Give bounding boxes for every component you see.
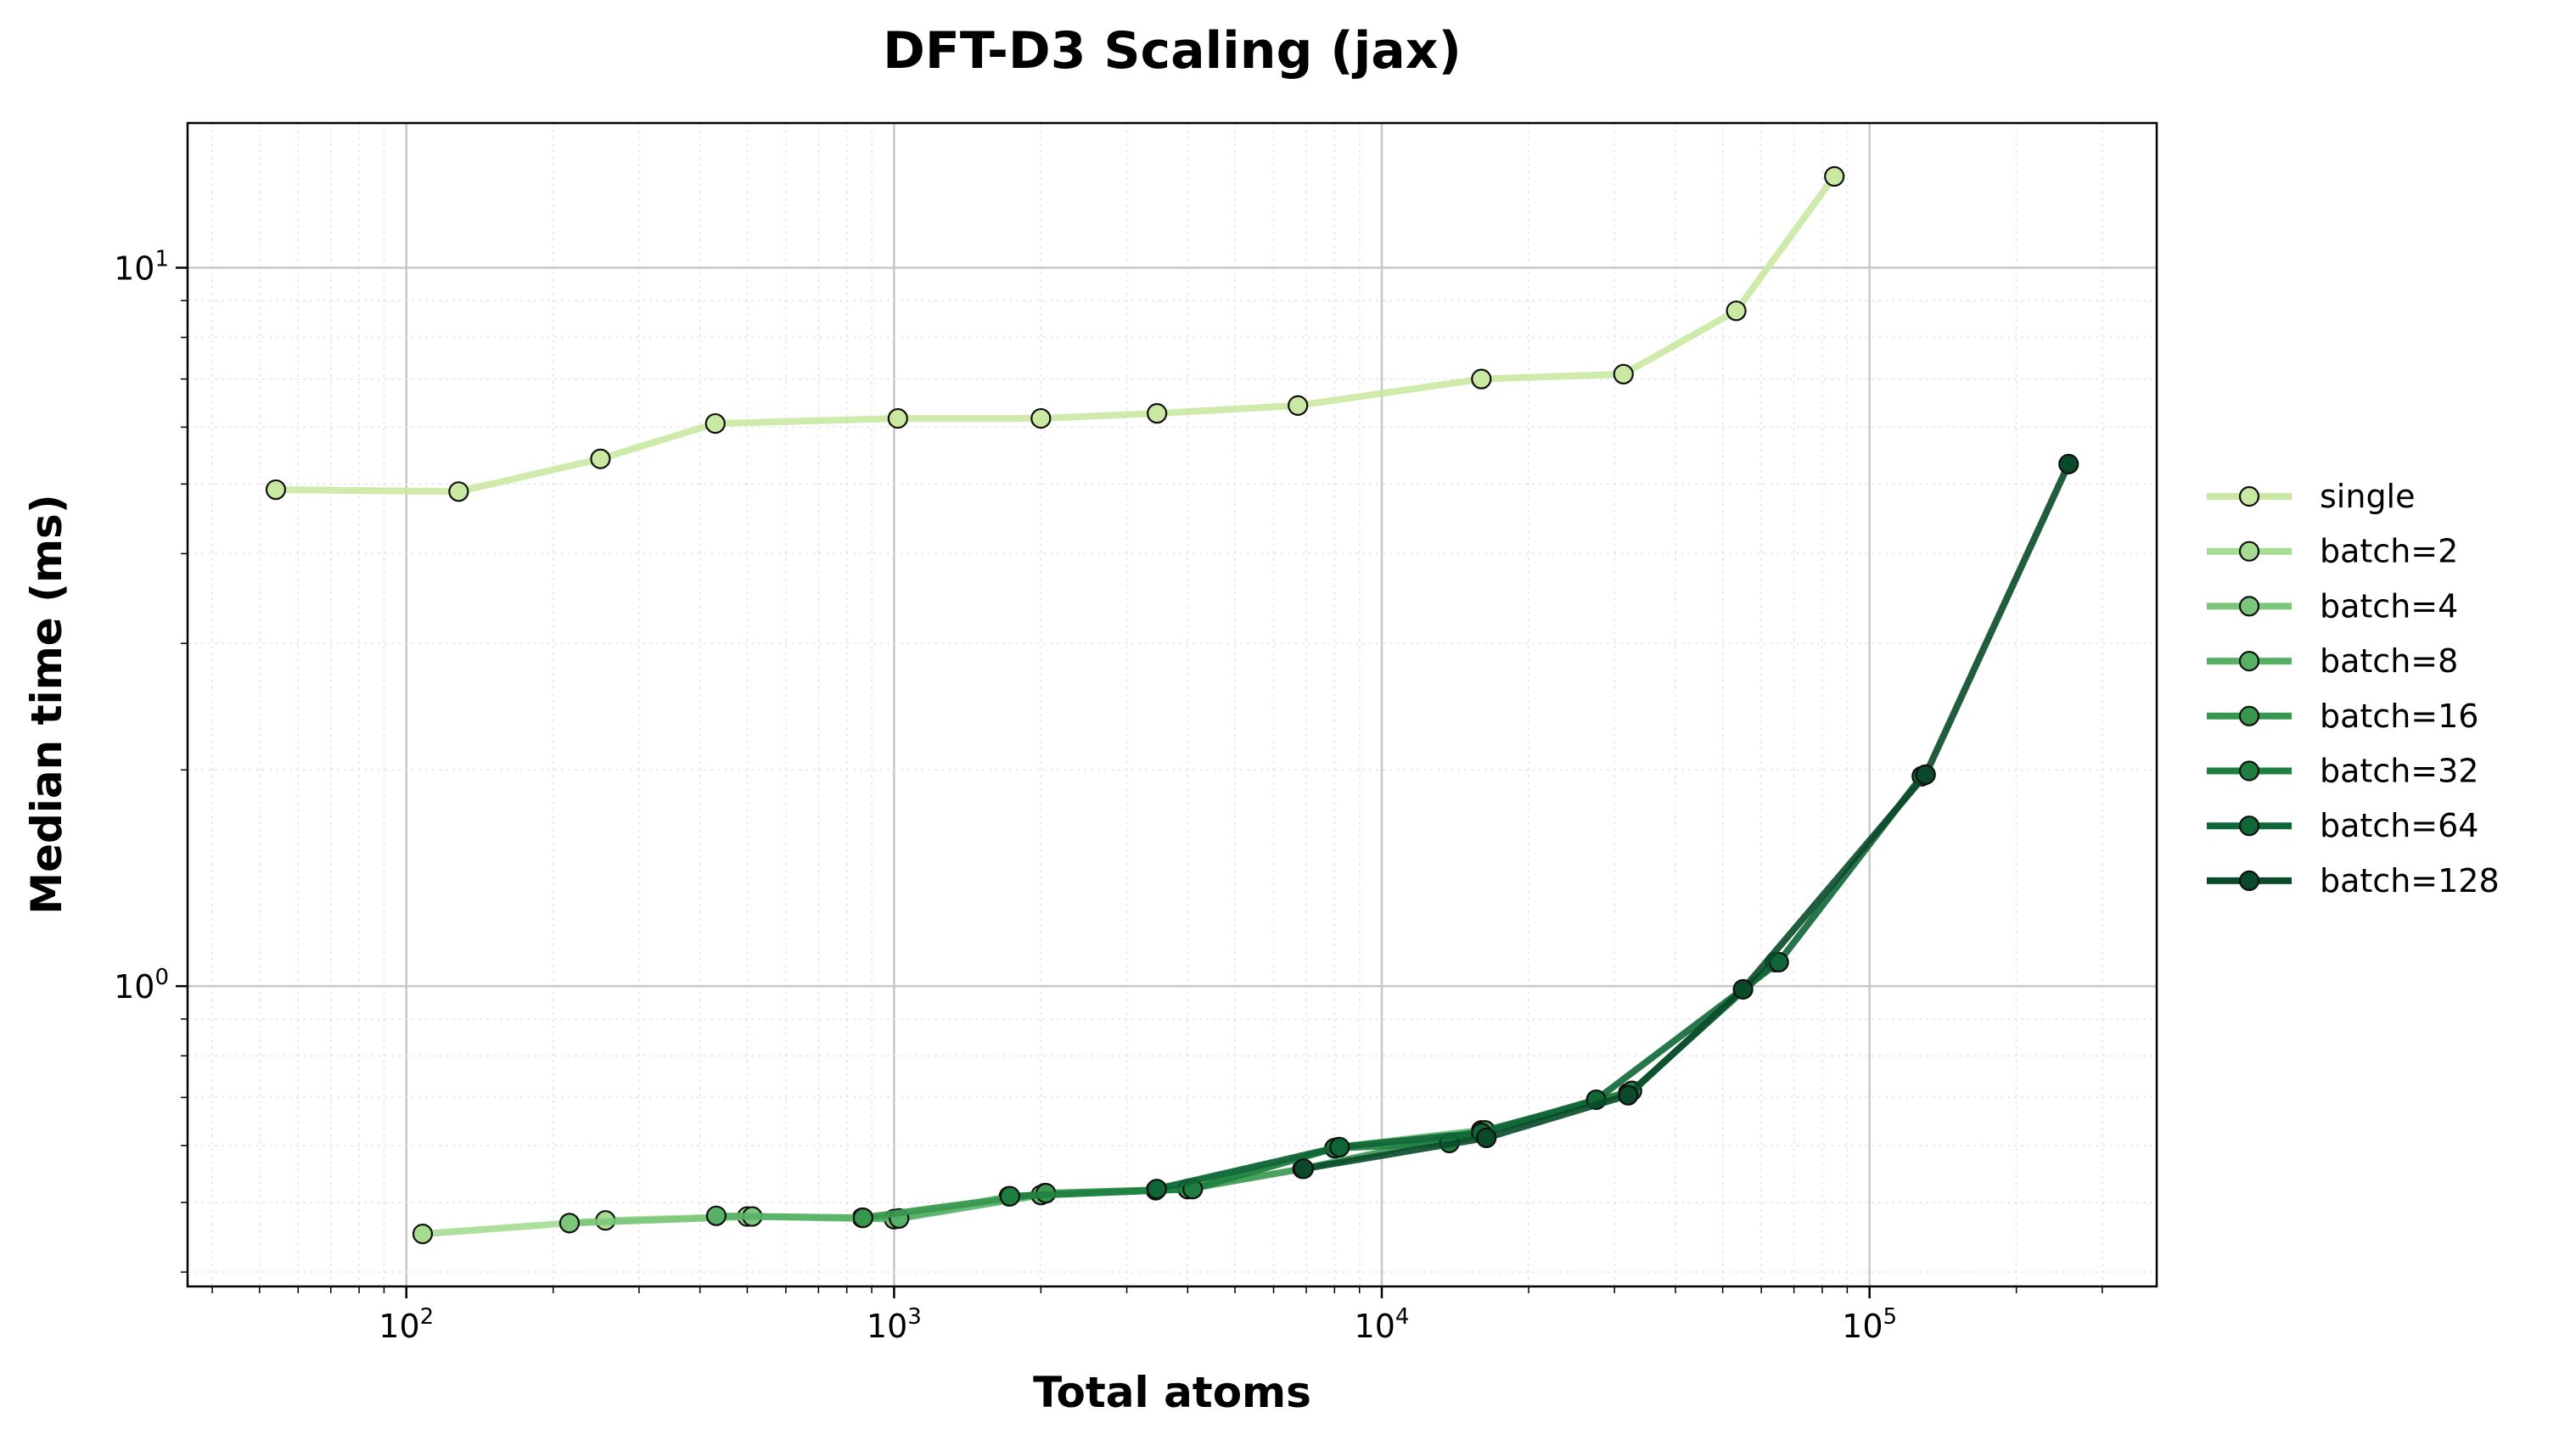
- data-point: [1824, 165, 1845, 187]
- data-point: [1471, 368, 1492, 389]
- data-point: [265, 479, 287, 501]
- data-point: [1146, 1179, 1167, 1200]
- y-tick-label: 100: [114, 965, 169, 1006]
- data-point: [887, 407, 908, 429]
- series-line: [862, 1090, 1630, 1222]
- data-point: [1030, 407, 1052, 429]
- legend: single batch=2 batch=4 batch=8 batch=16 batch…: [2207, 478, 2500, 899]
- ticks: 102 103 104 105 100 101: [114, 247, 2103, 1345]
- data-point: [1726, 300, 1747, 322]
- data-point: [852, 1208, 873, 1229]
- legend-label: batch=128: [2320, 862, 2500, 899]
- legend-label: batch=4: [2320, 587, 2458, 625]
- data-point: [1293, 1158, 1314, 1180]
- x-tick-label: 104: [1355, 1304, 1410, 1345]
- series-line: [1155, 774, 1925, 1193]
- legend-marker: [2238, 760, 2260, 782]
- legend-label: batch=16: [2320, 698, 2478, 735]
- legend-marker: [2238, 870, 2260, 892]
- legend-label: batch=32: [2320, 753, 2478, 790]
- data-point: [2058, 453, 2079, 474]
- legend-label: batch=2: [2320, 533, 2458, 570]
- data-point: [1613, 363, 1634, 385]
- data-point: [1618, 1084, 1639, 1106]
- legend-marker: [2238, 650, 2260, 672]
- legend-label: batch=8: [2320, 642, 2458, 680]
- data-point: [1915, 764, 1936, 785]
- series-batch-32: [999, 951, 1786, 1207]
- legend-label: batch=64: [2320, 807, 2478, 844]
- series-line: [1303, 462, 2072, 1173]
- y-axis-label: Median time (ms): [22, 494, 71, 914]
- data-point: [590, 448, 611, 469]
- data-point: [1288, 395, 1309, 416]
- data-point: [1329, 1136, 1350, 1157]
- series-line: [1009, 959, 1777, 1200]
- legend-label: single: [2320, 478, 2416, 515]
- legend-marker: [2238, 815, 2260, 837]
- x-tick-label: 105: [1842, 1304, 1897, 1345]
- x-tick-label: 102: [379, 1304, 434, 1345]
- x-axis-label: Total atoms: [1033, 1368, 1311, 1417]
- data-point: [558, 1213, 581, 1234]
- x-tick-label: 103: [867, 1304, 922, 1345]
- legend-marker: [2238, 541, 2260, 562]
- plot-frame: [186, 121, 2158, 1288]
- legend-marker: [2238, 705, 2260, 726]
- data-point: [999, 1185, 1020, 1207]
- series-group: [265, 165, 2079, 1245]
- grid: [188, 123, 2157, 1286]
- legend-marker: [2238, 596, 2260, 617]
- data-point: [1476, 1127, 1497, 1149]
- legend-marker: [2238, 485, 2260, 507]
- series-batch-64: [1146, 765, 1933, 1200]
- series-batch-8: [705, 1119, 1492, 1229]
- y-tick-label: 101: [114, 247, 169, 288]
- data-point: [412, 1224, 434, 1245]
- series-batch-16: [852, 1082, 1639, 1229]
- data-point: [705, 1205, 727, 1226]
- chart-title: DFT-D3 Scaling (jax): [883, 21, 1462, 81]
- series-batch-128: [1293, 453, 2079, 1180]
- data-point: [1732, 978, 1754, 1000]
- series-single: [265, 165, 1845, 502]
- data-point: [704, 412, 726, 434]
- series-line: [275, 174, 1838, 496]
- data-point: [1147, 403, 1168, 424]
- data-point: [448, 481, 469, 502]
